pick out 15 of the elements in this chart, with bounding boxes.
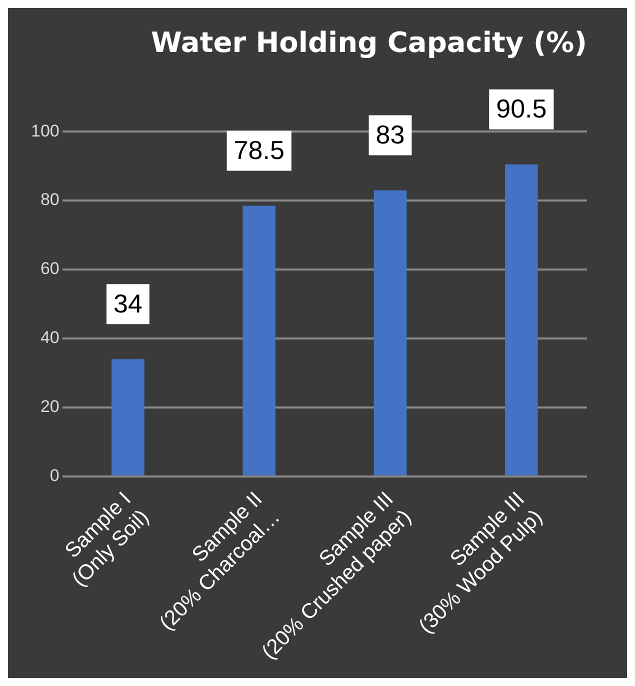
data-label: 90.5 — [496, 94, 547, 124]
bar — [242, 206, 276, 476]
bar — [112, 359, 144, 476]
data-label: 34 — [113, 288, 142, 318]
y-tick-label: 0 — [50, 466, 60, 486]
y-tick-label: 20 — [40, 397, 60, 416]
chart-title: Water Holding Capacity (%) — [151, 26, 587, 60]
y-tick-label: 80 — [40, 190, 60, 210]
y-tick-label: 60 — [40, 259, 60, 278]
bar — [374, 190, 407, 476]
data-label: 78.5 — [234, 134, 284, 165]
y-tick-label: 100 — [30, 121, 60, 140]
y-tick-label: 40 — [40, 328, 60, 348]
data-label: 83 — [376, 119, 405, 150]
bar — [505, 164, 538, 476]
